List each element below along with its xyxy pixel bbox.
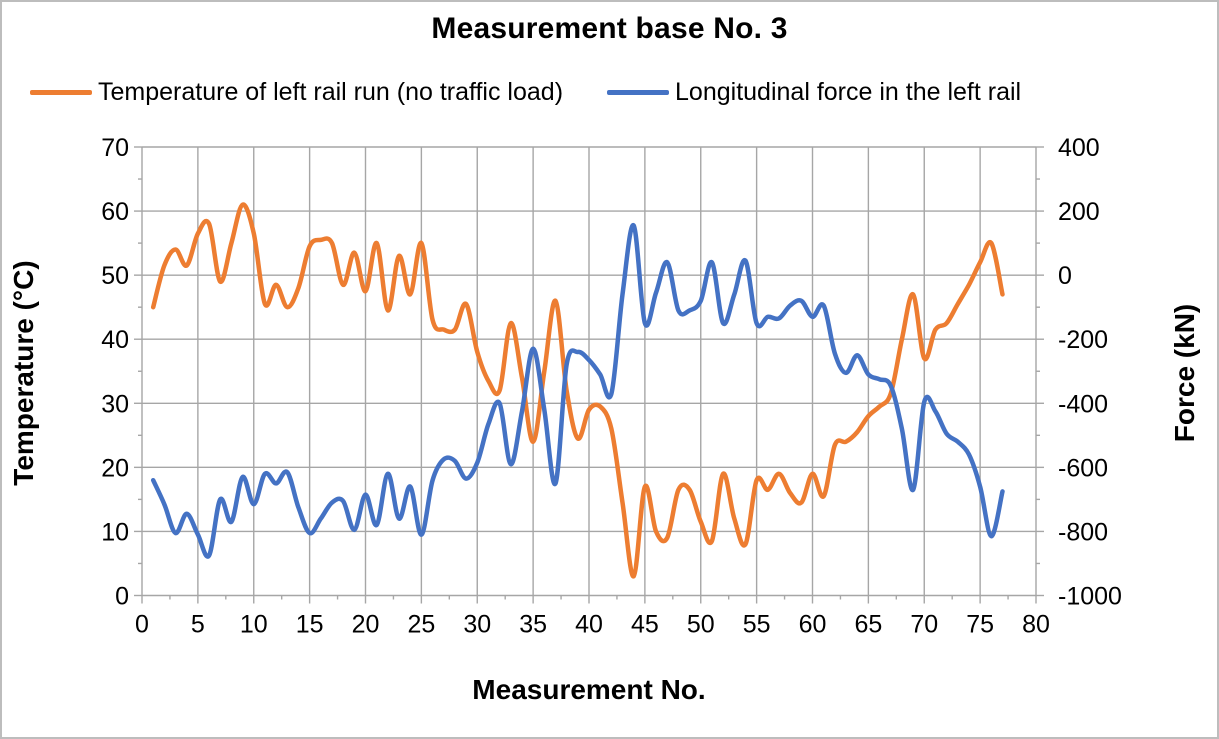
x-tick-label: 70 <box>910 611 938 639</box>
legend-label-temperature: Temperature of left rail run (no traffic… <box>98 77 564 106</box>
y-right-tick-label: 400 <box>1058 134 1100 162</box>
legend-label-force: Longitudinal force in the left rail <box>675 77 1022 106</box>
x-tick-label: 10 <box>240 611 268 639</box>
x-tick-label: 40 <box>575 611 603 639</box>
temperature-series-swatch <box>30 89 92 95</box>
y-left-tick-label: 50 <box>101 262 129 290</box>
y-left-tick-label: 40 <box>101 326 129 354</box>
x-tick-label: 50 <box>687 611 715 639</box>
x-tick-label: 20 <box>352 611 380 639</box>
legend-item-force: Longitudinal force in the left rail <box>607 78 1021 107</box>
y-right-tick-label: 0 <box>1058 262 1072 290</box>
x-tick-label: 0 <box>135 611 149 639</box>
y-right-tick-label: -1000 <box>1058 583 1122 611</box>
force-series-swatch <box>607 89 670 95</box>
y-right-tick-label: -400 <box>1058 390 1108 418</box>
y-left-tick-label: 60 <box>101 198 129 226</box>
x-tick-label: 15 <box>296 611 324 639</box>
y-right-tick-label: -200 <box>1058 326 1108 354</box>
y-right-tick-label: -600 <box>1058 454 1108 482</box>
x-tick-label: 55 <box>743 611 771 639</box>
x-tick-label: 45 <box>631 611 659 639</box>
legend-item-temperature: Temperature of left rail run (no traffic… <box>30 78 563 107</box>
y-axis-title-left: Temperature (°C) <box>8 260 39 486</box>
x-axis-title: Measurement No. <box>472 674 706 705</box>
x-tick-label: 65 <box>854 611 882 639</box>
y-axis-title-right: Force (kN) <box>1169 303 1200 443</box>
chart-title: Measurement base No. 3 <box>431 12 788 45</box>
y-right-tick-label: 200 <box>1058 198 1100 226</box>
y-right-tick-label: -800 <box>1058 518 1108 546</box>
y-left-tick-label: 30 <box>101 390 129 418</box>
x-tick-label: 35 <box>519 611 547 639</box>
x-tick-label: 25 <box>407 611 435 639</box>
y-left-tick-label: 20 <box>101 454 129 482</box>
temperature-line-series <box>150 202 1005 579</box>
x-tick-label: 75 <box>966 611 994 639</box>
y-left-tick-label: 70 <box>101 134 129 162</box>
y-left-tick-label: 10 <box>101 518 129 546</box>
x-tick-label: 60 <box>799 611 827 639</box>
legend: Temperature of left rail run (no traffic… <box>2 74 1217 110</box>
force-line-series <box>150 223 1005 559</box>
x-tick-label: 5 <box>191 611 205 639</box>
y-left-tick-label: 0 <box>115 583 129 611</box>
x-tick-label: 30 <box>463 611 491 639</box>
x-tick-label: 80 <box>1022 611 1050 639</box>
